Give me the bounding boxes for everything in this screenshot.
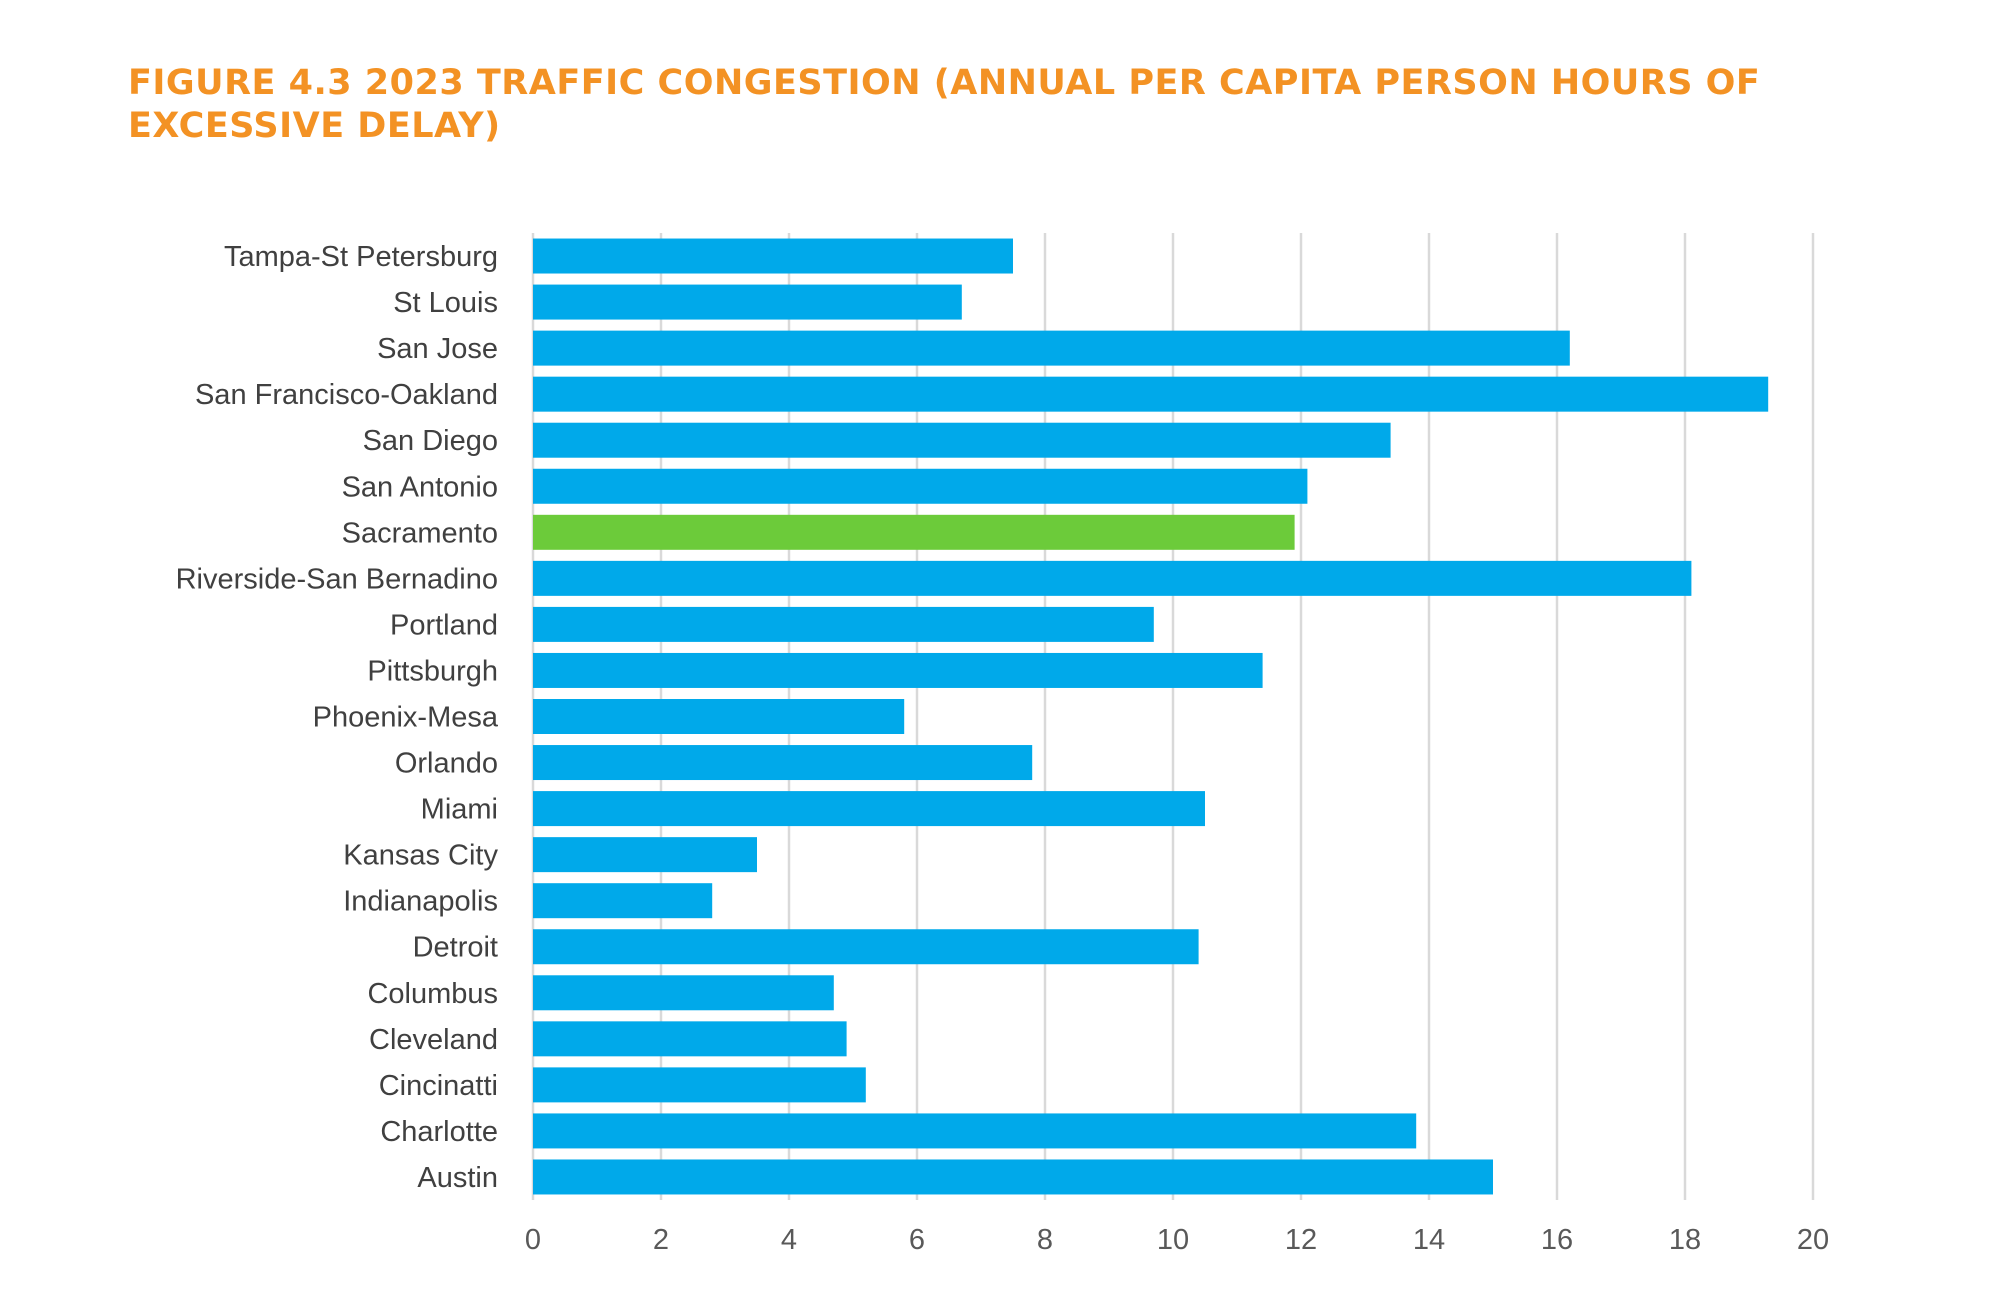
x-tick-label: 0 [525, 1224, 541, 1256]
bar [533, 1159, 1493, 1195]
x-tick-label: 12 [1285, 1224, 1317, 1256]
category-label: San Diego [363, 425, 498, 457]
category-label: Austin [417, 1162, 498, 1194]
category-label: Pittsburgh [367, 655, 498, 687]
bar [533, 837, 757, 873]
category-label: Cincinatti [379, 1070, 498, 1102]
category-label: Columbus [367, 978, 498, 1010]
bar [533, 560, 1692, 596]
bar [533, 422, 1391, 458]
x-tick-label: 6 [909, 1224, 925, 1256]
category-label: Sacramento [342, 517, 498, 549]
x-tick-label: 2 [653, 1224, 669, 1256]
category-label: Kansas City [343, 840, 498, 872]
category-label: San Francisco-Oakland [195, 379, 498, 411]
category-label: Phoenix-Mesa [313, 702, 499, 734]
category-label: Tampa-St Petersburg [224, 241, 498, 273]
category-label: Orlando [395, 748, 498, 780]
bar [533, 606, 1154, 642]
bar [533, 376, 1769, 412]
category-label: San Antonio [342, 471, 498, 503]
chart-title: FIGURE 4.3 2023 TRAFFIC CONGESTION (ANNU… [128, 63, 1761, 146]
bar [533, 238, 1013, 274]
category-label: Riverside-San Bernadino [176, 563, 498, 595]
bar [533, 791, 1205, 827]
bar [533, 514, 1295, 550]
bar [533, 330, 1570, 366]
bar [533, 1021, 847, 1057]
bars [533, 238, 1769, 1195]
x-tick-label: 14 [1413, 1224, 1445, 1256]
bar [533, 284, 962, 320]
bar [533, 652, 1263, 688]
bar [533, 468, 1308, 504]
category-label: San Jose [377, 333, 498, 365]
bar [533, 745, 1033, 781]
category-label: Charlotte [380, 1116, 498, 1148]
bar [533, 699, 905, 734]
category-label: St Louis [393, 287, 498, 319]
bar [533, 975, 834, 1011]
x-tick-label: 20 [1797, 1224, 1829, 1256]
x-tick-label: 4 [781, 1224, 797, 1256]
x-tick-labels: 0 2 4 6 8 10 12 14 16 18 20 [525, 1224, 1829, 1256]
bar [533, 929, 1199, 965]
category-labels: Tampa-St Petersburg St Louis San Jose San F… [176, 241, 499, 1194]
category-label: Cleveland [369, 1024, 498, 1056]
x-tick-label: 18 [1669, 1224, 1701, 1256]
bar [533, 1113, 1417, 1149]
bar [533, 1067, 866, 1103]
category-label: Miami [421, 794, 498, 826]
category-label: Portland [390, 609, 498, 641]
category-label: Indianapolis [343, 886, 498, 918]
bar [533, 883, 713, 919]
x-tick-label: 10 [1157, 1224, 1189, 1256]
x-tick-label: 8 [1037, 1224, 1053, 1256]
x-tick-label: 16 [1541, 1224, 1573, 1256]
category-label: Detroit [413, 932, 498, 964]
